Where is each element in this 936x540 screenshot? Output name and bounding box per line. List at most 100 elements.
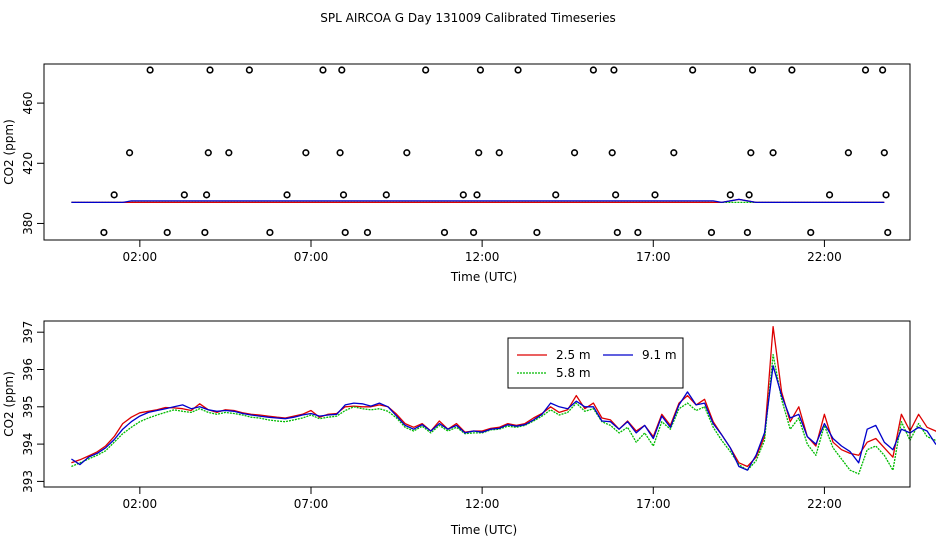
data-point xyxy=(589,66,597,74)
data-point xyxy=(180,191,188,199)
data-point xyxy=(146,66,154,74)
data-point xyxy=(879,66,887,74)
data-point xyxy=(726,191,734,199)
x-tick-label: 22:00 xyxy=(807,497,842,511)
data-point xyxy=(363,228,372,237)
plot-frame-bottom xyxy=(43,320,911,488)
data-point xyxy=(225,149,233,157)
x-tick-label: 12:00 xyxy=(465,497,500,511)
legend-label-9-1m: 9.1 m xyxy=(642,348,677,362)
data-point xyxy=(110,191,118,199)
data-point xyxy=(747,149,755,157)
data-point xyxy=(884,228,892,237)
y-tick-label: 420 xyxy=(21,152,35,175)
y-tick-label: 460 xyxy=(21,92,35,115)
data-point xyxy=(570,149,579,157)
y-tick-label: 396 xyxy=(21,358,35,381)
x-axis-label-bottom: Time (UTC) xyxy=(450,523,517,537)
data-point xyxy=(748,66,757,74)
data-point xyxy=(861,66,870,74)
data-point xyxy=(610,66,618,74)
data-point xyxy=(788,66,796,74)
data-point xyxy=(202,191,211,199)
x-tick-label: 22:00 xyxy=(807,250,842,264)
data-point xyxy=(125,149,134,157)
y-axis-label-top: CO2 (ppm) xyxy=(2,119,16,185)
legend-label-2-5m: 2.5 m xyxy=(556,348,591,362)
data-point xyxy=(440,228,449,237)
data-point xyxy=(475,149,483,157)
legend: 2.5 m 9.1 m 5.8 m xyxy=(507,337,684,389)
data-point xyxy=(608,149,616,157)
data-point xyxy=(339,191,348,199)
panel-co2-scatter: 02:00 07:00 12:00 17:00 22:00 380 420 460 Time… xyxy=(2,63,911,284)
data-point xyxy=(634,228,642,237)
data-point xyxy=(612,191,620,199)
x-tick-label: 02:00 xyxy=(123,250,158,264)
series-line-1 xyxy=(71,353,936,475)
data-point xyxy=(882,191,890,199)
data-point xyxy=(707,228,716,237)
data-point xyxy=(341,228,349,237)
y-axis-top: 380 420 460 xyxy=(21,92,44,235)
plot-frame-top xyxy=(43,63,911,241)
data-point xyxy=(670,149,678,157)
x-axis-top: 02:00 07:00 12:00 17:00 22:00 xyxy=(123,240,842,264)
data-point xyxy=(459,191,467,199)
y-tick-label: 393 xyxy=(21,470,35,493)
plot-area-top xyxy=(71,66,892,237)
y-tick-label: 397 xyxy=(21,321,35,344)
series-line-2 xyxy=(71,365,936,471)
x-tick-label: 12:00 xyxy=(465,250,500,264)
data-point xyxy=(336,149,344,157)
legend-label-5-8m: 5.8 m xyxy=(556,366,591,380)
data-point xyxy=(382,191,390,199)
x-axis-bottom: 02:00 07:00 12:00 17:00 22:00 xyxy=(123,487,842,511)
y-axis-bottom: 393 394 395 396 397 xyxy=(21,321,44,493)
data-point xyxy=(245,66,253,74)
data-point xyxy=(266,228,274,237)
series-line-0 xyxy=(71,325,936,468)
data-point xyxy=(163,228,171,237)
data-point xyxy=(613,228,621,237)
x-tick-label: 07:00 xyxy=(294,497,329,511)
data-point xyxy=(403,149,411,157)
figure-title: SPL AIRCOA G Day 131009 Calibrated Times… xyxy=(320,11,615,25)
data-point xyxy=(100,228,108,237)
data-point xyxy=(302,149,310,157)
y-axis-label-bottom: CO2 (ppm) xyxy=(2,371,16,437)
y-tick-label: 394 xyxy=(21,433,35,456)
data-point xyxy=(807,228,815,237)
data-point xyxy=(825,191,834,199)
data-point xyxy=(206,66,214,74)
data-point xyxy=(204,149,212,157)
x-tick-label: 17:00 xyxy=(636,497,671,511)
data-point xyxy=(552,191,560,199)
data-point xyxy=(476,66,485,74)
data-point xyxy=(283,191,291,199)
data-point xyxy=(469,228,478,237)
data-point xyxy=(745,191,753,199)
data-point xyxy=(880,149,888,157)
data-point xyxy=(473,191,481,199)
series-line-3 xyxy=(71,198,885,204)
y-tick-label: 395 xyxy=(21,395,35,418)
x-tick-label: 17:00 xyxy=(636,250,671,264)
plot-area-bottom xyxy=(71,325,936,475)
panel-co2-heights: 02:00 07:00 12:00 17:00 22:00 39339439539639… xyxy=(2,320,936,537)
x-tick-label: 02:00 xyxy=(123,497,158,511)
x-tick-label: 07:00 xyxy=(294,250,329,264)
data-point xyxy=(533,228,541,237)
data-point xyxy=(689,66,697,74)
data-point xyxy=(844,149,852,157)
data-point xyxy=(651,191,659,199)
data-point xyxy=(338,66,346,74)
y-tick-label: 380 xyxy=(21,212,35,235)
data-point xyxy=(201,228,209,237)
data-point xyxy=(495,149,503,157)
legend-box xyxy=(507,337,684,389)
data-point xyxy=(769,149,777,157)
data-point xyxy=(514,66,522,74)
x-axis-label-top: Time (UTC) xyxy=(450,270,517,284)
